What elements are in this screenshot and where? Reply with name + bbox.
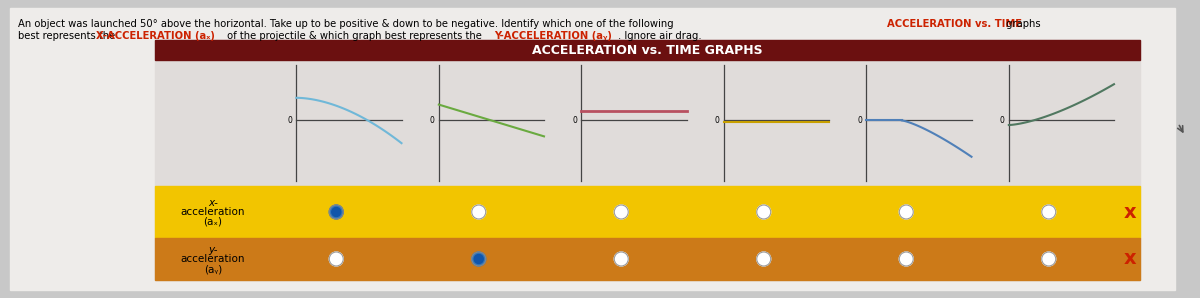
Circle shape: [1042, 252, 1056, 266]
Text: . Ignore air drag.: . Ignore air drag.: [618, 31, 702, 41]
Circle shape: [331, 207, 341, 217]
Text: x-: x-: [208, 198, 218, 208]
Bar: [155, 186, 1140, 238]
Text: 0: 0: [572, 116, 577, 125]
Circle shape: [329, 205, 343, 219]
Circle shape: [899, 252, 913, 266]
Text: 0: 0: [288, 116, 293, 125]
Bar: [155, 238, 1140, 280]
Text: graphs: graphs: [1003, 19, 1040, 29]
Text: x: x: [1123, 249, 1136, 268]
Text: 0: 0: [715, 116, 720, 125]
Text: ACCELERATION vs. TIME: ACCELERATION vs. TIME: [887, 19, 1022, 29]
Circle shape: [474, 254, 484, 263]
Circle shape: [757, 205, 770, 219]
Circle shape: [757, 252, 770, 266]
Text: best represents the: best represents the: [18, 31, 119, 41]
Text: 0: 0: [858, 116, 863, 125]
Text: X-ACCELERATION (aₓ): X-ACCELERATION (aₓ): [96, 31, 215, 41]
Circle shape: [899, 205, 913, 219]
Text: acceleration: acceleration: [181, 254, 245, 264]
Circle shape: [614, 252, 629, 266]
Text: (aᵧ): (aᵧ): [204, 264, 222, 274]
Circle shape: [329, 252, 343, 266]
Text: Y-ACCELERATION (aᵧ): Y-ACCELERATION (aᵧ): [494, 31, 612, 41]
Bar: [155, 40, 1140, 280]
Text: An object was launched 50° above the horizontal. Take up to be positive & down t: An object was launched 50° above the hor…: [18, 19, 677, 29]
Text: y-: y-: [209, 245, 217, 255]
Circle shape: [1042, 205, 1056, 219]
Text: 0: 0: [1000, 116, 1004, 125]
Circle shape: [614, 205, 629, 219]
Text: 0: 0: [430, 116, 434, 125]
Text: acceleration: acceleration: [181, 207, 245, 217]
Text: of the projectile & which graph best represents the: of the projectile & which graph best rep…: [224, 31, 485, 41]
Text: ACCELERATION vs. TIME GRAPHS: ACCELERATION vs. TIME GRAPHS: [532, 44, 763, 57]
Text: x: x: [1123, 203, 1136, 221]
Bar: [155, 40, 1140, 60]
Text: (aₓ): (aₓ): [204, 217, 222, 227]
Circle shape: [472, 252, 486, 266]
Circle shape: [472, 205, 486, 219]
